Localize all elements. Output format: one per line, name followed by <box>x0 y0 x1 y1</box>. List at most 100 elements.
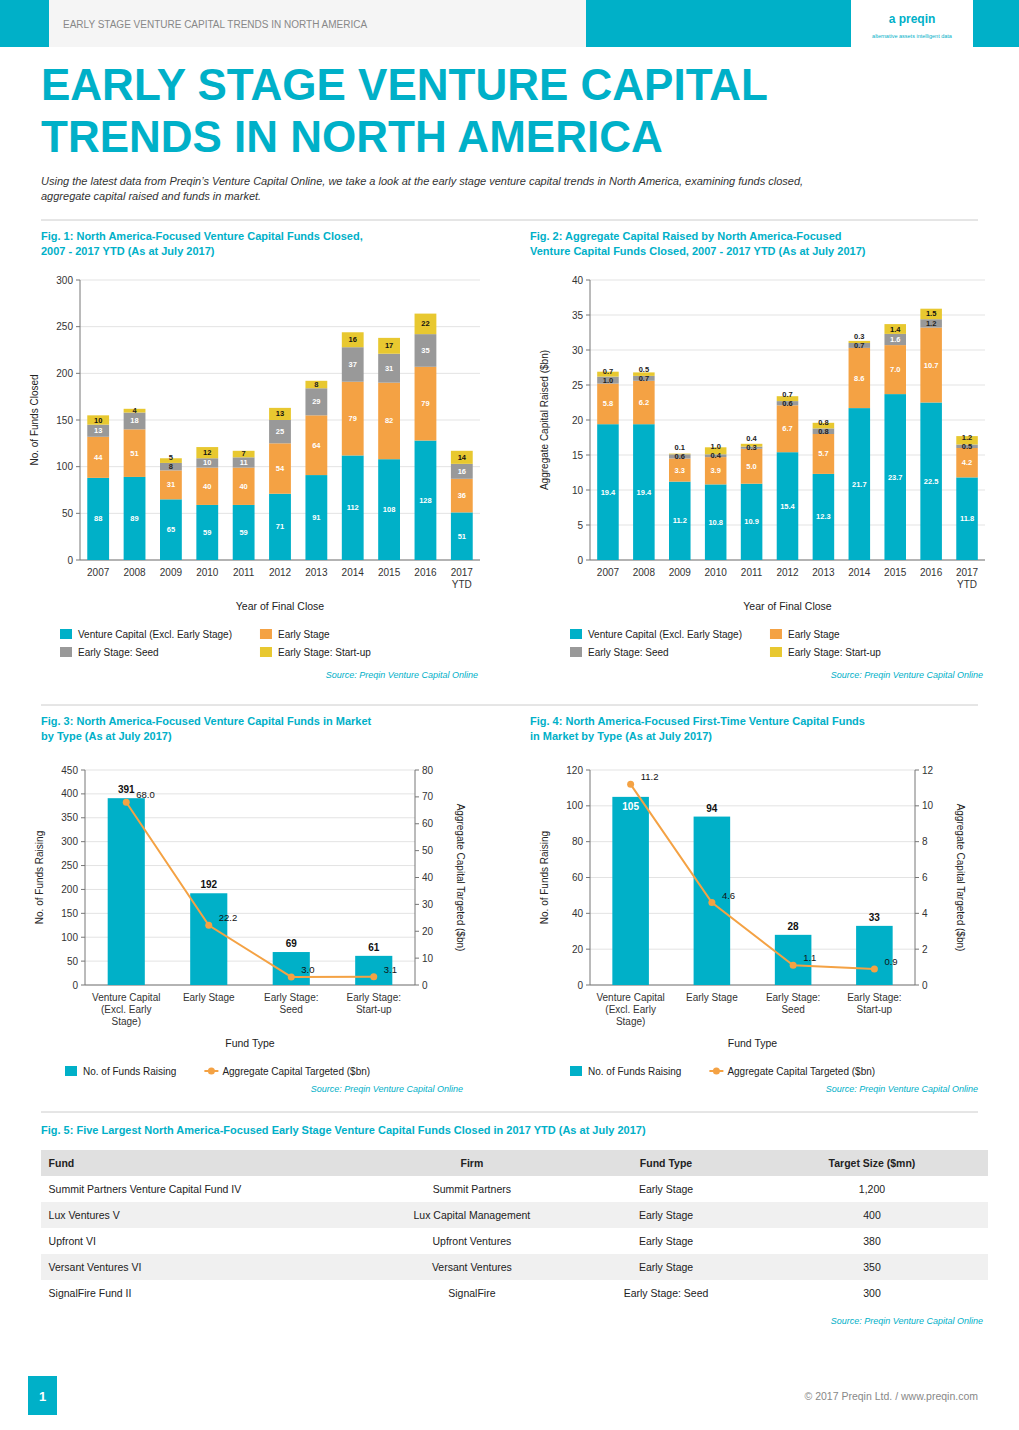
source: Source: Preqin Venture Capital Online <box>311 1084 463 1094</box>
bar <box>108 798 145 985</box>
data-label: 1.2 <box>926 319 936 328</box>
grid-line <box>80 280 480 281</box>
source: Source: Preqin Venture Capital Online <box>831 670 983 680</box>
bar-segment <box>813 434 835 474</box>
bar-segment <box>196 447 218 458</box>
table-cell: Early Stage: Seed <box>624 1287 709 1299</box>
table-header: Fund <box>49 1157 75 1169</box>
table-header: Target Size ($mn) <box>829 1157 916 1169</box>
text-line: 2013 <box>305 567 328 578</box>
data-label: 22 <box>421 319 429 328</box>
data-label: 18 <box>130 416 138 425</box>
legend-item: Venture Capital (Excl. Early Stage) <box>570 629 742 640</box>
y-tick <box>76 513 80 514</box>
table-header: Firm <box>461 1157 484 1169</box>
y2-tick-label: 8 <box>922 836 928 847</box>
text-line: 2015 <box>884 567 907 578</box>
y2-tick <box>415 904 419 905</box>
legend-label: Venture Capital (Excl. Early Stage) <box>588 629 742 640</box>
text-line: 2015 <box>378 567 401 578</box>
bar-segment <box>233 505 255 560</box>
legend-swatch <box>770 629 782 639</box>
bar-segment <box>342 332 364 347</box>
table-header: Fund Type <box>640 1157 692 1169</box>
data-label: 8 <box>169 462 173 471</box>
y-tick-label: 0 <box>577 555 583 566</box>
marker <box>205 922 212 929</box>
y-tick-label: 100 <box>56 461 73 472</box>
x-tick-label: 2011 <box>233 567 255 578</box>
text-line: Seed <box>280 1004 303 1015</box>
bar-segment <box>451 451 473 464</box>
y2-axis <box>415 770 416 985</box>
plot-area <box>87 314 472 560</box>
text-line: Start-up <box>857 1004 893 1015</box>
y-tick-label: 25 <box>572 380 584 391</box>
legend: No. of Funds RaisingAggregate Capital Ta… <box>570 1066 875 1077</box>
bar-segment <box>956 477 978 560</box>
y2-tick-label: 60 <box>422 818 434 829</box>
bar-segment <box>920 403 942 561</box>
y-tick-label: 100 <box>566 800 583 811</box>
header-logo-area <box>851 0 973 47</box>
y-tick <box>586 525 590 526</box>
data-label: 59 <box>203 528 211 537</box>
plot-area <box>108 798 393 985</box>
y2-tick <box>415 985 419 986</box>
text-line: 2011 <box>741 567 763 578</box>
data-label: 4 <box>132 406 137 415</box>
data-label: 54 <box>276 464 285 473</box>
y-tick-label: 100 <box>61 932 78 943</box>
data-label: 3.1 <box>384 964 397 975</box>
data-label: 12 <box>203 448 211 457</box>
data-label: 11 <box>240 458 248 467</box>
x-tick-label: 2016 <box>414 567 437 578</box>
data-label: 59 <box>239 528 247 537</box>
table-row <box>41 1254 988 1280</box>
y-tick-label: 150 <box>56 415 73 426</box>
data-labels: 10594283311.24.61.10.9 <box>622 771 897 967</box>
bar-segment <box>597 424 619 560</box>
y-tick <box>76 420 80 421</box>
bar-segment <box>597 384 619 425</box>
data-label: 0.5 <box>639 365 649 374</box>
bar-segment <box>305 388 327 415</box>
y-tick-label: 30 <box>572 345 584 356</box>
bar-segment <box>269 494 291 560</box>
y2-tick <box>915 805 919 806</box>
data-label: 0.4 <box>710 451 721 460</box>
y-tick <box>586 350 590 351</box>
data-label: 94 <box>706 803 718 814</box>
bar-segment <box>87 415 109 424</box>
text-line: YTD <box>957 579 977 590</box>
y2-tick-label: 50 <box>422 845 434 856</box>
bar-segment <box>269 443 291 493</box>
text-line: (Excl. Early <box>101 1004 152 1015</box>
text-line: 2012 <box>269 567 292 578</box>
y-axis-label: No. of Funds Raising <box>34 831 45 924</box>
data-label: 17 <box>385 341 393 350</box>
footer: © 2017 Preqin Ltd. / www.preqin.com <box>805 1390 979 1402</box>
bar <box>612 797 649 985</box>
data-label: 88 <box>94 514 102 523</box>
legend-item: No. of Funds Raising <box>570 1066 681 1077</box>
text-line: Early Stage: <box>264 992 318 1003</box>
y-tick-label: 300 <box>61 836 78 847</box>
text-line: YTD <box>452 579 472 590</box>
x-tick-label: 2010 <box>196 567 219 578</box>
bar-segment <box>669 482 691 560</box>
y2-tick <box>915 770 919 771</box>
text-line: 2011 <box>233 567 255 578</box>
table-cell: Versant Ventures VI <box>49 1261 142 1273</box>
y-tick <box>586 420 590 421</box>
bar-segment <box>378 383 400 460</box>
x-axis-label: Year of Final Close <box>236 600 324 612</box>
bar-segment <box>305 475 327 560</box>
data-label: 0.6 <box>782 399 792 408</box>
data-label: 6.2 <box>639 398 649 407</box>
bar-segment <box>87 437 109 478</box>
axes: 0510152025303540200720082009201020112012… <box>572 275 985 591</box>
legend-item: Early Stage <box>770 629 840 640</box>
data-label: 16 <box>349 335 357 344</box>
data-label: 1.4 <box>890 325 901 334</box>
